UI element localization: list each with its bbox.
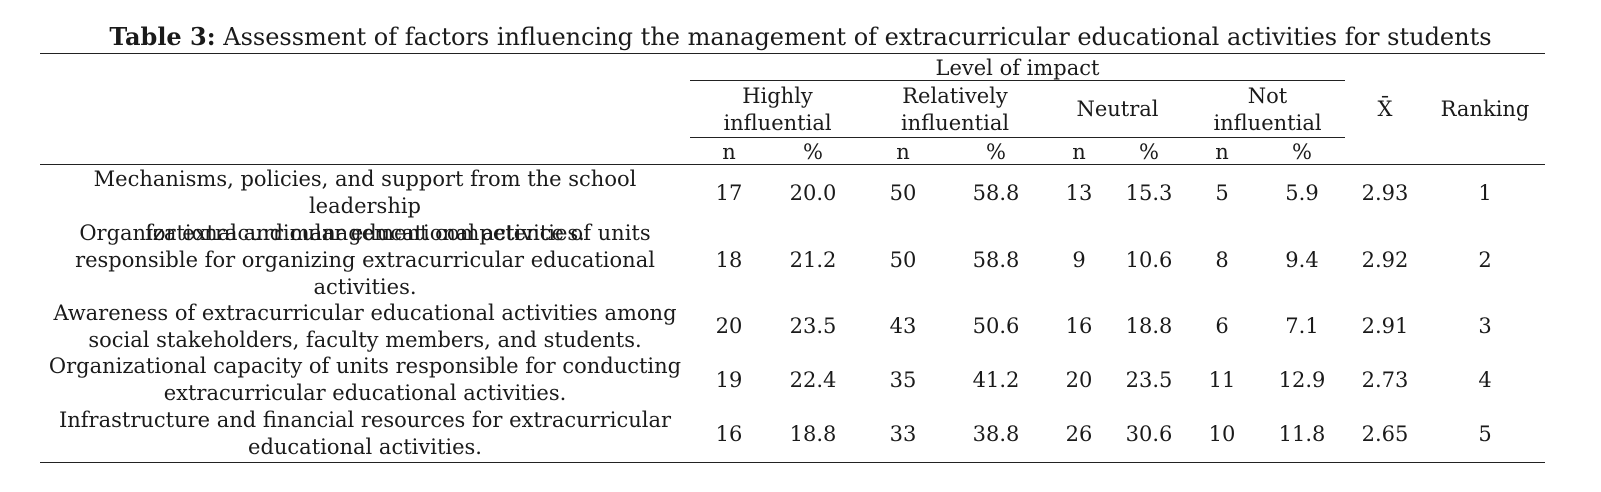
level-subheader-rule (690, 137, 1345, 138)
percent-subheader: % (1292, 140, 1312, 164)
factor-line: responsible for organizing extracurricul… (75, 247, 655, 272)
factor-line: for extracurricular educational activiti… (145, 221, 585, 245)
neutral-n-cell: 20 (1065, 367, 1093, 392)
ranking-cell: 1 (1478, 180, 1492, 205)
not-n-cell: 11 (1208, 367, 1236, 392)
not-percent-cell: 9.4 (1285, 247, 1319, 272)
mean-header: X̄ (1377, 97, 1393, 121)
not-n-cell: 6 (1215, 314, 1229, 338)
not-n-cell: 8 (1215, 247, 1229, 272)
level-header-highly-influential: Highly influential (723, 84, 832, 135)
factor-cell: Organizational and management competence… (40, 220, 690, 301)
n-subheader: n (896, 140, 910, 164)
relatively-n-cell: 43 (889, 314, 917, 338)
relatively-percent-cell: 38.8 (972, 421, 1020, 446)
ranking-cell: 5 (1478, 421, 1492, 446)
neutral-n-cell: 16 (1065, 314, 1093, 338)
not-percent-cell: 7.1 (1285, 314, 1319, 338)
table-caption: Table 3: Assessment of factors influenci… (0, 20, 1601, 54)
factor-line: social stakeholders, faculty members, an… (88, 327, 642, 352)
percent-subheader: % (803, 140, 823, 164)
not-percent-cell: 5.9 (1285, 180, 1319, 205)
level-header-not-influential: Not influential (1213, 84, 1322, 135)
highly-percent-cell: 22.4 (789, 367, 837, 392)
ranking-header: Ranking (1440, 97, 1530, 121)
neutral-percent-cell: 23.5 (1125, 367, 1173, 392)
n-subheader: n (1072, 140, 1086, 164)
table-bottom-rule (40, 462, 1545, 463)
relatively-percent-cell: 50.6 (972, 314, 1020, 338)
table-caption-label: Table 3: (109, 22, 216, 51)
factor-line: Organizational capacity of units respons… (48, 354, 682, 378)
factor-cell: Mechanisms, policies, and support from t… (40, 166, 690, 247)
factor-line: Mechanisms, policies, and support from t… (93, 167, 637, 218)
not-percent-cell: 11.8 (1278, 421, 1326, 446)
mean-cell: 2.93 (1361, 180, 1409, 205)
neutral-percent-cell: 18.8 (1125, 314, 1173, 338)
ranking-cell: 3 (1478, 314, 1492, 338)
level-group-rule (690, 80, 1345, 81)
mean-cell: 2.73 (1361, 367, 1409, 392)
highly-percent-cell: 23.5 (789, 314, 837, 338)
ranking-cell: 4 (1478, 367, 1492, 392)
relatively-percent-cell: 58.8 (972, 247, 1020, 272)
percent-subheader: % (1139, 140, 1159, 164)
factor-cell: Organizational capacity of units respons… (40, 353, 690, 407)
table-caption-text: Assessment of factors influencing the ma… (215, 23, 1492, 51)
factor-line: extracurricular educational activities. (163, 381, 567, 405)
factor-line: Infrastructure and financial resources f… (58, 408, 672, 432)
level-header-relatively-influential: Relatively influential (900, 84, 1010, 135)
mean-cell: 2.91 (1361, 314, 1409, 338)
relatively-n-cell: 33 (889, 421, 917, 446)
factor-line: educational activities. (248, 435, 482, 459)
neutral-n-cell: 13 (1065, 180, 1093, 205)
neutral-percent-cell: 30.6 (1125, 421, 1173, 446)
mean-cell: 2.65 (1361, 421, 1409, 446)
neutral-n-cell: 26 (1065, 421, 1093, 446)
highly-n-cell: 20 (715, 314, 743, 338)
ranking-cell: 2 (1478, 247, 1492, 272)
neutral-n-cell: 9 (1072, 247, 1086, 272)
highly-n-cell: 17 (715, 180, 743, 205)
highly-percent-cell: 21.2 (789, 247, 837, 272)
relatively-n-cell: 50 (889, 247, 917, 272)
factor-line: Awareness of extracurricular educational… (53, 300, 677, 325)
n-subheader: n (1215, 140, 1229, 164)
neutral-percent-cell: 15.3 (1125, 180, 1173, 205)
table-top-rule (40, 53, 1545, 54)
neutral-percent-cell: 10.6 (1125, 247, 1173, 272)
highly-n-cell: 19 (715, 367, 743, 392)
level-header-neutral: Neutral (1076, 97, 1159, 121)
relatively-n-cell: 50 (889, 180, 917, 205)
highly-n-cell: 18 (715, 247, 743, 272)
mean-cell: 2.92 (1361, 247, 1409, 272)
relatively-percent-cell: 41.2 (972, 367, 1020, 392)
not-n-cell: 10 (1208, 421, 1236, 446)
factor-cell: Awareness of extracurricular educational… (40, 300, 690, 354)
highly-n-cell: 16 (715, 421, 743, 446)
n-subheader: n (722, 140, 736, 164)
factor-line: activities. (313, 274, 417, 299)
relatively-n-cell: 35 (889, 367, 917, 392)
level-of-impact-header: Level of impact (935, 56, 1100, 80)
not-percent-cell: 12.9 (1278, 367, 1326, 392)
relatively-percent-cell: 58.8 (972, 180, 1020, 205)
percent-subheader: % (986, 140, 1006, 164)
factor-cell: Infrastructure and financial resources f… (40, 407, 690, 461)
highly-percent-cell: 18.8 (789, 421, 837, 446)
header-bottom-rule (40, 164, 1545, 165)
not-n-cell: 5 (1215, 180, 1229, 205)
highly-percent-cell: 20.0 (789, 180, 837, 205)
factor-line: Organizational and management competence… (79, 220, 651, 245)
